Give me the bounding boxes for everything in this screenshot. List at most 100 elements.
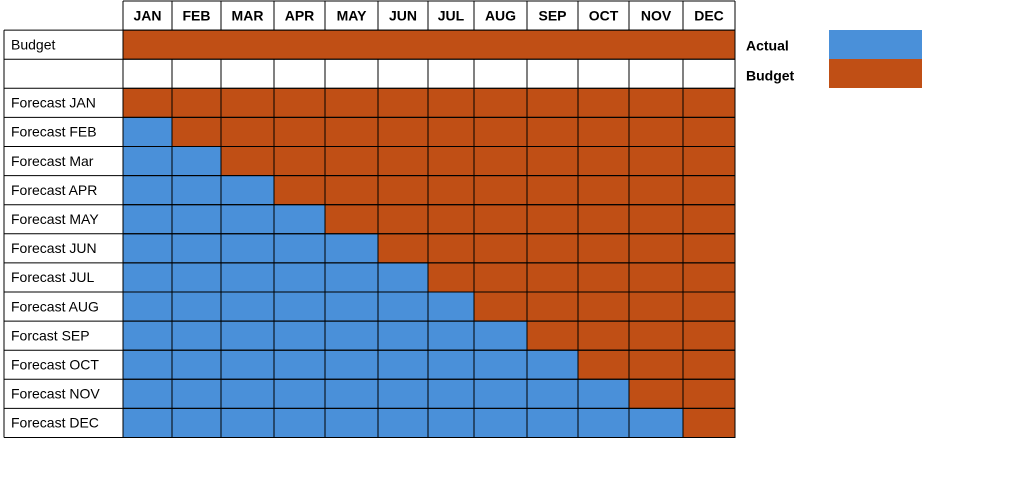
cell <box>122 116 173 148</box>
cell <box>682 291 736 322</box>
cell <box>273 175 326 206</box>
cell <box>526 320 579 351</box>
cell <box>427 233 475 264</box>
month-header: APR <box>285 7 315 23</box>
cell <box>171 116 222 148</box>
cell <box>526 87 579 118</box>
cell <box>220 407 275 438</box>
cell <box>324 146 379 177</box>
cell <box>377 116 429 148</box>
row-label: Forecast JUN <box>11 240 97 256</box>
row-label: Forecast JUL <box>11 269 94 285</box>
cell <box>427 378 475 409</box>
cell <box>220 87 275 118</box>
cell <box>473 407 528 438</box>
cell <box>122 291 173 322</box>
month-header: NOV <box>641 7 672 23</box>
cell <box>577 146 630 177</box>
cell <box>526 233 579 264</box>
cell <box>577 204 630 235</box>
cell <box>628 175 684 206</box>
cell <box>377 233 429 264</box>
cell <box>273 378 326 409</box>
cell <box>628 146 684 177</box>
month-header: DEC <box>694 7 724 23</box>
cell <box>577 87 630 118</box>
cell <box>220 175 275 206</box>
cell <box>273 320 326 351</box>
cell <box>473 116 528 148</box>
cell <box>220 349 275 380</box>
cell <box>526 349 579 380</box>
cell <box>682 116 736 148</box>
cell <box>377 262 429 293</box>
month-header: AUG <box>485 7 516 23</box>
cell <box>122 262 173 293</box>
cell <box>324 233 379 264</box>
row-label: Forecast DEC <box>11 415 99 431</box>
row-label: Forecast MAY <box>11 211 99 227</box>
cell <box>122 233 173 264</box>
cell <box>220 378 275 409</box>
cell <box>577 407 630 438</box>
cell <box>122 378 173 409</box>
cell <box>273 262 326 293</box>
cell <box>377 349 429 380</box>
cell <box>324 291 379 322</box>
cell <box>377 146 429 177</box>
cell <box>273 87 326 118</box>
cell <box>628 349 684 380</box>
cell <box>577 233 630 264</box>
cell <box>122 175 173 206</box>
cell <box>377 320 429 351</box>
cell <box>427 116 475 148</box>
cell <box>577 291 630 322</box>
cell <box>324 87 379 118</box>
cell <box>628 262 684 293</box>
row-label: Forecast Mar <box>11 153 94 169</box>
cell <box>220 320 275 351</box>
cell <box>220 204 275 235</box>
month-header: FEB <box>183 7 211 23</box>
row-label: Forecast AUG <box>11 298 99 314</box>
cell <box>220 262 275 293</box>
cell <box>171 146 222 177</box>
cell <box>171 320 222 351</box>
cell <box>628 204 684 235</box>
cell <box>682 262 736 293</box>
row-label: Forecast JAN <box>11 95 96 111</box>
cell <box>273 233 326 264</box>
cell <box>473 175 528 206</box>
cell <box>220 291 275 322</box>
legend-swatch <box>829 30 922 59</box>
cell <box>171 175 222 206</box>
cell <box>324 262 379 293</box>
cell <box>324 175 379 206</box>
cell <box>377 87 429 118</box>
month-header: JUN <box>389 7 417 23</box>
cell <box>526 262 579 293</box>
month-header: MAR <box>232 7 264 23</box>
cell <box>273 291 326 322</box>
cell <box>682 204 736 235</box>
cell <box>377 204 429 235</box>
cell <box>427 349 475 380</box>
cell <box>427 175 475 206</box>
cell <box>171 291 222 322</box>
cell <box>324 204 379 235</box>
cell <box>526 378 579 409</box>
cell <box>427 204 475 235</box>
cell <box>473 349 528 380</box>
cell <box>526 291 579 322</box>
cell <box>682 407 736 438</box>
cell <box>273 146 326 177</box>
cell <box>220 233 275 264</box>
cell <box>171 378 222 409</box>
cell <box>682 146 736 177</box>
cell <box>324 378 379 409</box>
cell <box>682 233 736 264</box>
cell <box>473 146 528 177</box>
cell <box>427 320 475 351</box>
month-header: MAY <box>337 7 367 23</box>
cell <box>577 349 630 380</box>
